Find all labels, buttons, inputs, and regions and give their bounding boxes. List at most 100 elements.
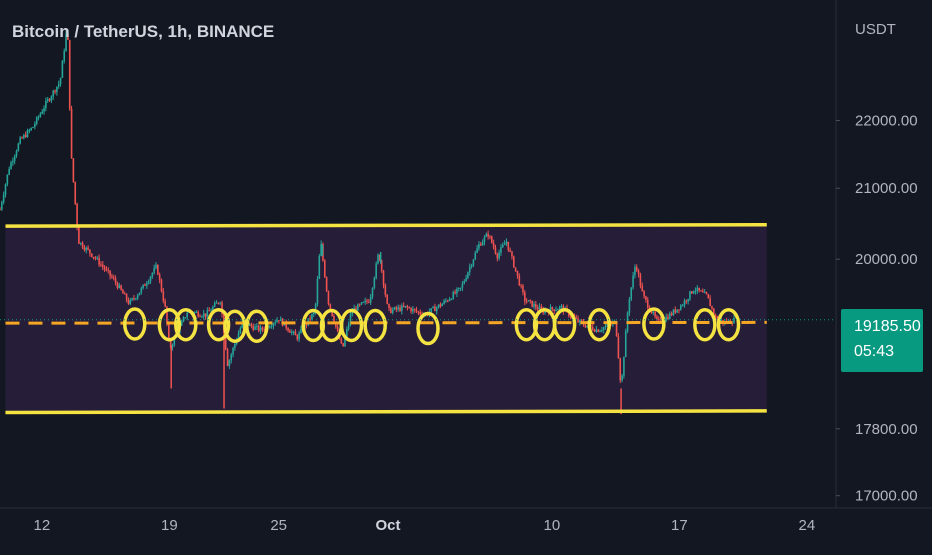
candle-body (630, 287, 633, 300)
candle-body (733, 318, 735, 324)
touch-circle (339, 308, 364, 343)
candle-body (641, 285, 644, 292)
candle-body (527, 300, 530, 302)
candle-body (434, 306, 436, 312)
price-axis-tick: 20000.00 (855, 251, 918, 268)
candle-body (131, 298, 133, 301)
candle-body (382, 270, 385, 285)
candle-body (320, 243, 322, 256)
candle-body (261, 327, 264, 330)
touch-circle (363, 308, 387, 343)
candle-body (511, 251, 513, 257)
candle-body (520, 285, 522, 287)
candle-body (555, 309, 557, 312)
candle-body (366, 300, 368, 302)
candle-body (483, 236, 486, 242)
candle-body (197, 311, 199, 317)
candle-body (646, 300, 649, 308)
candle-body (122, 289, 124, 294)
candle-body (713, 308, 715, 316)
candle-body (294, 331, 297, 336)
candle-body (575, 317, 577, 319)
price-axis-tick: 22000.00 (855, 113, 918, 130)
candle-body (659, 319, 662, 323)
candle-body (689, 291, 691, 299)
candle-body (656, 316, 658, 319)
candle-body (413, 308, 416, 310)
candle-body (329, 303, 332, 309)
candle-body (716, 317, 719, 321)
candle-body (212, 306, 214, 311)
candle-body (116, 282, 119, 288)
candle-body (41, 111, 44, 114)
candle-body (272, 323, 275, 326)
candle-body (446, 300, 449, 302)
candle-body (300, 328, 302, 333)
candle-body (195, 311, 198, 313)
candle-body (709, 298, 711, 307)
candle-body (357, 304, 359, 311)
price-axis-tick: 17000.00 (855, 488, 918, 505)
candle-body (445, 300, 447, 302)
candle-body (107, 269, 110, 271)
candle-body (346, 328, 348, 338)
candle-body (234, 343, 236, 349)
candle-body (450, 299, 453, 301)
candle-body (685, 300, 688, 302)
time-axis-tick: Oct (375, 517, 400, 534)
candle-body (628, 299, 631, 313)
candle-body (632, 275, 634, 288)
candle-body (505, 241, 508, 244)
candle-body (461, 283, 464, 288)
candle-body (8, 168, 10, 175)
candle-body (239, 327, 242, 334)
candle-body (380, 260, 383, 271)
candle-body (230, 354, 233, 361)
candle-body (340, 339, 343, 344)
candle-body (687, 298, 689, 302)
candle-body (254, 326, 256, 330)
candle-body (557, 309, 559, 311)
candle-body (63, 50, 66, 62)
candle-body (17, 143, 20, 151)
candle-body (56, 86, 58, 93)
candle-body (437, 304, 440, 308)
candle-body (560, 305, 563, 307)
candle-body (140, 288, 143, 293)
candle-body (584, 325, 587, 328)
candle-body (595, 329, 598, 332)
candle-body (404, 305, 407, 307)
candle-body (604, 326, 607, 328)
candle-body (553, 309, 555, 312)
candle-body (406, 305, 409, 308)
candle-body (391, 309, 394, 313)
candle-body (155, 264, 157, 269)
candle-body (111, 275, 113, 278)
candle-body (54, 90, 56, 93)
candle-body (79, 242, 82, 244)
candle-body (256, 325, 258, 327)
candle-body (678, 309, 680, 311)
candle-body (459, 287, 462, 289)
candle-body (358, 304, 361, 306)
candle-body (489, 236, 491, 238)
candle-body (602, 327, 605, 330)
candle-body (698, 287, 700, 291)
candle-body (74, 181, 77, 204)
candle-body (470, 265, 473, 267)
candle-body (435, 307, 438, 312)
candle-body (169, 340, 172, 348)
candle-body (318, 255, 321, 279)
candle-body (15, 150, 18, 156)
candle-body (217, 302, 220, 304)
candle-body (529, 300, 532, 302)
time-axis-tick: 25 (270, 517, 287, 534)
candle-body (78, 227, 80, 244)
candle-body (171, 344, 174, 348)
candle-body (157, 264, 159, 275)
candle-body (92, 256, 95, 258)
candle-body (168, 323, 170, 341)
candle-body (415, 309, 418, 312)
